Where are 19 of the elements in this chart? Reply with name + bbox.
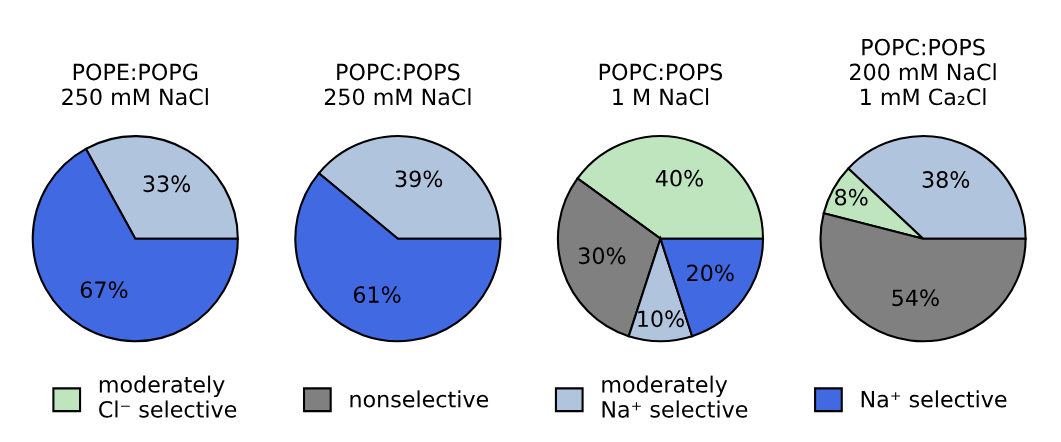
chart-title: POPC:POPS 200 mM NaCl 1 mM Ca₂Cl	[850, 38, 996, 106]
data-label: 61%	[353, 286, 401, 304]
data-label: 30%	[578, 247, 626, 265]
data-label: 33%	[143, 175, 191, 193]
legend-label: moderately Cl⁻ selective	[99, 375, 237, 418]
data-label: 38%	[922, 171, 970, 188]
data-label: 8%	[835, 188, 868, 206]
data-label: 67%	[80, 281, 128, 299]
data-label: 39%	[395, 170, 443, 188]
chart-title: POPE:POPG 250 mM NaCl	[62, 63, 208, 106]
legend-label: Na⁺ selective	[861, 390, 1007, 408]
legend-label: nonselective	[350, 390, 489, 408]
data-label: 10%	[638, 310, 684, 328]
chart-title: POPC:POPS 250 mM NaCl	[324, 63, 471, 106]
chart-title: POPC:POPS 1 M NaCl	[599, 63, 723, 106]
data-label: 20%	[687, 264, 734, 282]
data-label: 54%	[892, 289, 939, 307]
data-label: 40%	[655, 169, 703, 187]
legend-label: moderately Na⁺ selective	[602, 375, 748, 418]
